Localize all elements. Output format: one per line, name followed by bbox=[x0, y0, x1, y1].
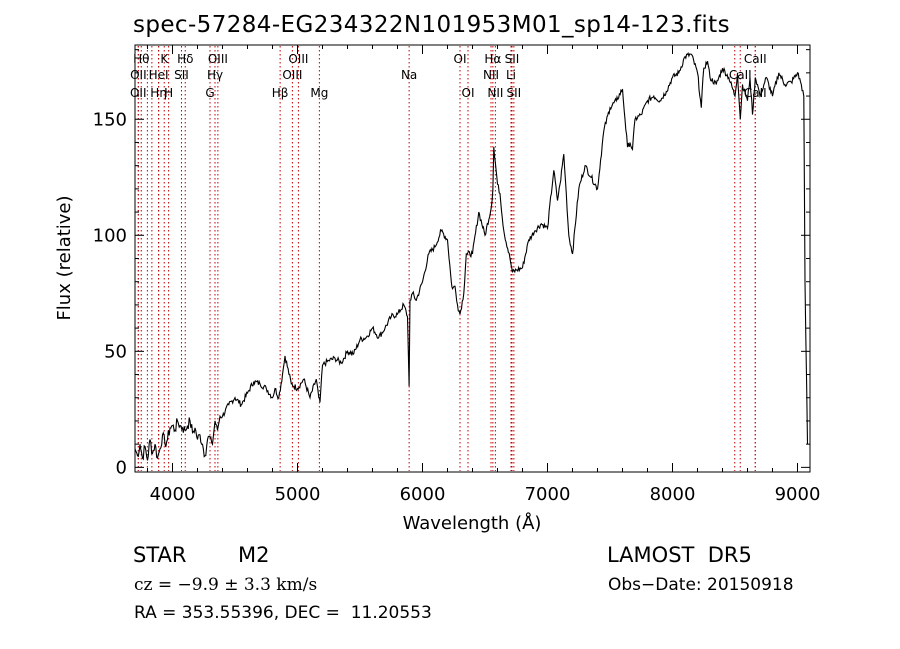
object-subclass: M2 bbox=[238, 543, 270, 567]
x-axis-label: Wavelength (Å) bbox=[403, 512, 542, 534]
axis-ticks: 4000 5000 6000 7000 8000 9000 0 50 100 150 bbox=[93, 45, 821, 505]
line-label: HeI bbox=[149, 68, 169, 82]
line-label: Hθ bbox=[133, 52, 149, 66]
x-tick-label: 7000 bbox=[525, 484, 571, 505]
spectral-line-labels: HθOIIOIIHeIHηKHSIIHδGHγOIIIHβOIIIOIIIMgN… bbox=[130, 52, 767, 100]
line-label: Mg bbox=[310, 86, 328, 100]
coordinates: RA = 353.55396, DEC = 11.20553 bbox=[134, 603, 432, 623]
x-tick-label: 4000 bbox=[150, 484, 196, 505]
chart-title: spec-57284-EG234322N101953M01_sp14-123.f… bbox=[133, 12, 730, 38]
line-label: G bbox=[205, 86, 214, 100]
line-label: OIII bbox=[208, 52, 228, 66]
spectrum-line bbox=[134, 52, 809, 461]
x-tick-label: 5000 bbox=[275, 484, 321, 505]
line-label: Hβ bbox=[272, 86, 289, 100]
line-label: OII bbox=[130, 86, 147, 100]
line-label: H bbox=[164, 86, 173, 100]
line-label: OI bbox=[454, 52, 467, 66]
line-label: CaII bbox=[729, 68, 752, 82]
x-tick-label: 9000 bbox=[775, 484, 821, 505]
survey-name: LAMOST DR5 bbox=[607, 543, 752, 567]
line-label: SII bbox=[174, 68, 189, 82]
line-label: CaII bbox=[744, 86, 767, 100]
line-label: Li bbox=[506, 68, 516, 82]
line-label: Hα bbox=[484, 52, 501, 66]
plot-frame bbox=[134, 44, 811, 473]
y-tick-label: 0 bbox=[116, 457, 127, 478]
line-label: Na bbox=[401, 68, 417, 82]
line-label: OI bbox=[462, 86, 475, 100]
y-tick-label: 150 bbox=[93, 109, 127, 130]
line-label: NII bbox=[483, 68, 499, 82]
line-label: OIII bbox=[288, 52, 308, 66]
x-tick-label: 6000 bbox=[400, 484, 446, 505]
x-tick-label: 8000 bbox=[650, 484, 696, 505]
line-label: K bbox=[160, 52, 169, 66]
line-label: OII bbox=[130, 68, 147, 82]
line-label: SII bbox=[505, 52, 520, 66]
line-label: NII bbox=[487, 86, 503, 100]
line-label: OIII bbox=[282, 68, 302, 82]
y-axis-label: Flux (relative) bbox=[54, 195, 75, 320]
spectral-line-markers bbox=[137, 46, 756, 471]
line-label: Hη bbox=[150, 86, 167, 100]
line-label: Hδ bbox=[177, 52, 193, 66]
object-class: STAR bbox=[133, 543, 187, 567]
y-tick-label: 50 bbox=[104, 341, 127, 362]
line-label: Hγ bbox=[207, 68, 223, 82]
line-label: SII bbox=[507, 86, 522, 100]
redshift-cz: cz = −9.9 ± 3.3 km/s bbox=[134, 575, 318, 595]
line-label: CaII bbox=[744, 52, 767, 66]
y-tick-label: 100 bbox=[93, 225, 127, 246]
observation-date: Obs−Date: 20150918 bbox=[608, 575, 794, 595]
